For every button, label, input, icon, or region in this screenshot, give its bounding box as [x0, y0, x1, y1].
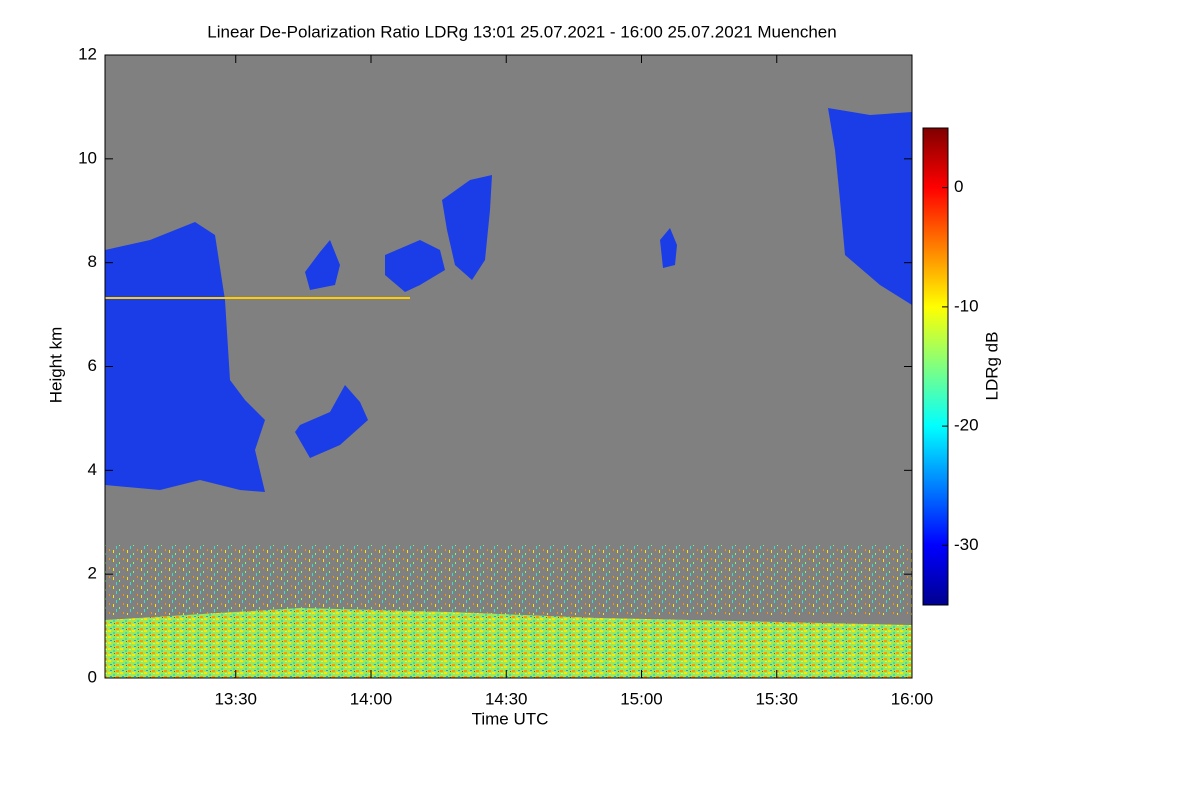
colorbar-tick-label: -20 — [954, 416, 979, 435]
x-tick-label: 15:30 — [755, 689, 798, 708]
boundary-layer — [105, 608, 912, 678]
clouds — [105, 108, 912, 492]
y-tick-label: 12 — [78, 44, 97, 63]
y-tick-label: 4 — [88, 460, 97, 479]
colorbar — [922, 127, 949, 606]
x-tick-label: 16:00 — [891, 689, 934, 708]
y-axis-label: Height km — [46, 327, 65, 404]
x-tick-label: 13:30 — [214, 689, 257, 708]
noise — [105, 545, 912, 615]
colorbar-tick-label: -10 — [954, 296, 979, 315]
colorbar-label: LDRg dB — [982, 332, 1001, 401]
x-tick-label: 15:00 — [620, 689, 663, 708]
y-tick-label: 10 — [78, 148, 97, 167]
x-tick-label: 14:30 — [485, 689, 528, 708]
chart-title: Linear De-Polarization Ratio LDRg 13:01 … — [207, 22, 836, 41]
y-tick-label: 0 — [88, 667, 97, 686]
x-axis-label: Time UTC — [472, 709, 549, 728]
colorbar-tick-label: -30 — [954, 535, 979, 554]
y-tick-label: 8 — [88, 252, 97, 271]
y-tick-label: 2 — [88, 564, 97, 583]
x-tick-label: 14:00 — [350, 689, 393, 708]
colorbar-tick-label: 0 — [954, 177, 963, 196]
y-tick-label: 6 — [88, 356, 97, 375]
heatmap — [105, 55, 912, 678]
